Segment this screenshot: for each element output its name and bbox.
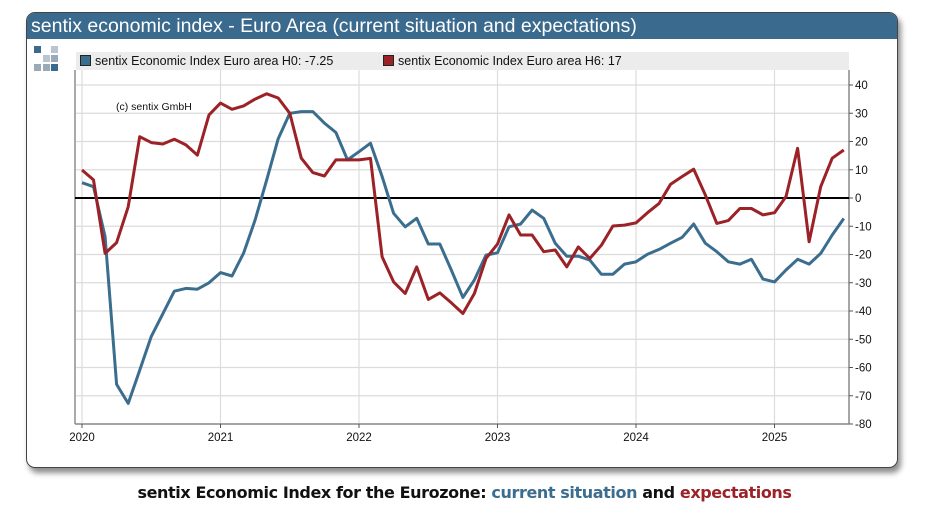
caption-and: and xyxy=(637,483,680,502)
y-tick-label: 30 xyxy=(855,108,868,120)
grid xyxy=(75,70,849,425)
y-tick-label: -50 xyxy=(855,334,872,346)
chart-title: sentix economic index - Euro Area (curre… xyxy=(27,13,897,39)
y-tick-label: 0 xyxy=(855,193,861,205)
series-lines xyxy=(81,92,846,405)
caption: sentix Economic Index for the Eurozone: … xyxy=(0,483,929,502)
x-tick-label: 2025 xyxy=(762,432,788,444)
y-tick-label: -80 xyxy=(855,419,872,431)
chart-panel: sentix economic index - Euro Area (curre… xyxy=(26,12,898,468)
y-tick-label: -40 xyxy=(855,306,872,318)
legend-swatch-expectations xyxy=(383,55,394,66)
x-tick-label: 2021 xyxy=(208,432,234,444)
x-tick-label: 2024 xyxy=(623,432,649,444)
x-tick-label: 2023 xyxy=(485,432,511,444)
series-line-expectations xyxy=(81,92,845,315)
y-tick-label: -60 xyxy=(855,363,872,375)
y-tick-label: 10 xyxy=(855,165,868,177)
legend: sentix Economic Index Euro area H0: -7.2… xyxy=(76,52,849,70)
legend-label-expectations: sentix Economic Index Euro area H6: 17 xyxy=(398,54,622,68)
legend-swatch-current xyxy=(80,55,91,66)
y-tick-label: 40 xyxy=(855,80,868,92)
caption-prefix: sentix Economic Index for the Eurozone: xyxy=(137,483,492,502)
legend-label-current: sentix Economic Index Euro area H0: -7.2… xyxy=(95,54,334,68)
sentix-logo-icon xyxy=(34,46,62,74)
y-tick-label: -70 xyxy=(855,391,872,403)
x-tick-label: 2022 xyxy=(346,432,372,444)
y-tick-label: -30 xyxy=(855,278,872,290)
legend-item-expectations: sentix Economic Index Euro area H6: 17 xyxy=(383,52,622,70)
y-tick-label: -10 xyxy=(855,221,872,233)
y-tick-label: -20 xyxy=(855,250,872,262)
legend-item-current: sentix Economic Index Euro area H0: -7.2… xyxy=(80,52,333,70)
x-tick-label: 2020 xyxy=(69,432,95,444)
copyright-label: (c) sentix GmbH xyxy=(116,101,192,113)
caption-current: current situation xyxy=(491,483,638,502)
series-line-current-situation xyxy=(81,110,846,405)
y-tick-label: 20 xyxy=(855,137,868,149)
axis-ticks: 40 30 20 10 0 -10 -20 -30 -40 -50 -60 -70 -80 2020 202… xyxy=(69,80,871,444)
caption-expectations: expectations xyxy=(679,483,792,502)
